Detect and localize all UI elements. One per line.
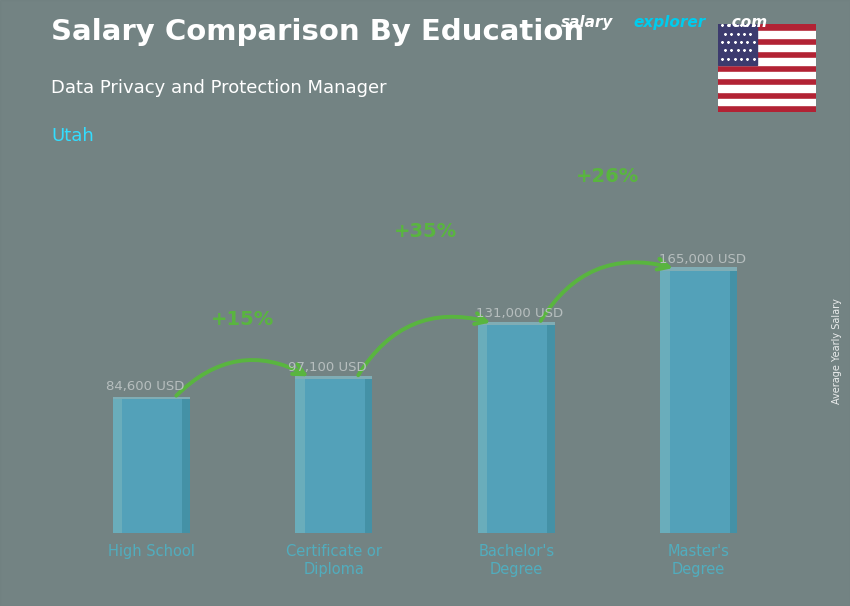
Text: +26%: +26% bbox=[575, 167, 639, 186]
Bar bbox=[729, 271, 737, 533]
Bar bbox=[660, 267, 737, 271]
Text: .com: .com bbox=[727, 15, 768, 30]
Text: +35%: +35% bbox=[394, 222, 456, 241]
Bar bbox=[718, 31, 816, 38]
FancyBboxPatch shape bbox=[113, 399, 190, 533]
FancyArrowPatch shape bbox=[176, 360, 304, 396]
Text: 84,600 USD: 84,600 USD bbox=[105, 381, 184, 393]
Bar bbox=[718, 99, 816, 105]
Bar bbox=[718, 72, 816, 78]
Text: 165,000 USD: 165,000 USD bbox=[659, 253, 745, 266]
Text: Data Privacy and Protection Manager: Data Privacy and Protection Manager bbox=[51, 79, 387, 97]
Text: 97,100 USD: 97,100 USD bbox=[288, 361, 367, 374]
Bar bbox=[365, 379, 372, 533]
Text: +15%: +15% bbox=[211, 310, 275, 329]
Bar bbox=[182, 399, 190, 533]
Text: Utah: Utah bbox=[51, 127, 94, 145]
Bar bbox=[718, 24, 757, 65]
Bar bbox=[718, 44, 816, 52]
Bar bbox=[113, 396, 190, 399]
Bar bbox=[296, 376, 372, 379]
Bar bbox=[718, 58, 816, 65]
FancyBboxPatch shape bbox=[296, 379, 372, 533]
Text: explorer: explorer bbox=[633, 15, 706, 30]
Bar bbox=[660, 271, 670, 533]
Text: Average Yearly Salary: Average Yearly Salary bbox=[832, 299, 842, 404]
Bar bbox=[547, 325, 554, 533]
FancyArrowPatch shape bbox=[358, 313, 486, 375]
Text: Salary Comparison By Education: Salary Comparison By Education bbox=[51, 18, 584, 46]
Bar bbox=[478, 325, 487, 533]
Text: 131,000 USD: 131,000 USD bbox=[476, 307, 564, 320]
FancyBboxPatch shape bbox=[478, 325, 554, 533]
Bar bbox=[296, 379, 304, 533]
Bar bbox=[478, 322, 554, 325]
Bar bbox=[718, 85, 816, 92]
FancyArrowPatch shape bbox=[541, 259, 669, 321]
Bar bbox=[113, 399, 122, 533]
Text: salary: salary bbox=[561, 15, 614, 30]
FancyBboxPatch shape bbox=[660, 271, 737, 533]
